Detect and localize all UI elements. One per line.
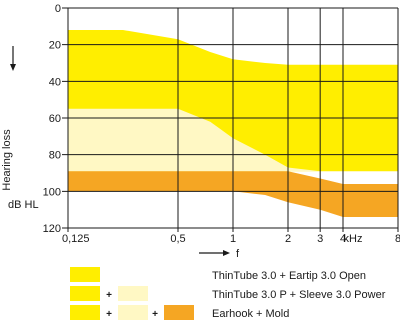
legend-label-1: ThinTube 3.0 + Eartip 3.0 Open: [212, 270, 366, 282]
y-tick-label-120: 120: [43, 223, 61, 235]
legend-plus-sign: +: [106, 309, 112, 320]
x-tick-label-2: 1: [230, 233, 236, 245]
y-tick-label-80: 80: [49, 150, 61, 162]
legend-swatch-2-1: [70, 286, 100, 301]
x-axis-unit: kHz: [344, 233, 363, 245]
y-tick-label-60: 60: [49, 113, 61, 125]
x-tick-label-0: 0,125: [62, 233, 90, 245]
legend-plus-sign: +: [106, 290, 112, 301]
y-tick-label-100: 100: [43, 186, 61, 198]
legend-plus-sign: +: [152, 309, 158, 320]
x-axis-title: f: [236, 248, 240, 260]
legend-swatch-1-1: [70, 267, 100, 282]
x-axis-arrow: [199, 250, 230, 256]
y-tick-label-20: 20: [49, 40, 61, 52]
x-tick-label-6: 8: [395, 233, 400, 245]
legend-swatch-3-2: [118, 305, 148, 320]
legend-swatch-2-2: [118, 286, 148, 301]
y-axis-unit: dB HL: [8, 199, 39, 211]
legend: ThinTube 3.0 + Eartip 3.0 Open + ThinTube …: [70, 267, 386, 320]
area-series-3: [68, 171, 398, 217]
x-tick-label-4: 3: [317, 233, 323, 245]
x-tick-label-3: 2: [285, 233, 291, 245]
y-axis-arrow: [10, 46, 16, 71]
legend-swatch-3-1: [70, 305, 100, 320]
legend-label-3: Earhook + Mold: [212, 308, 289, 320]
y-axis-title: Hearing loss: [1, 129, 13, 191]
x-tick-label-1: 0,5: [170, 233, 185, 245]
legend-swatch-3-3: [164, 305, 194, 320]
x-tick-label-5: 4: [340, 233, 346, 245]
y-tick-label-0: 0: [55, 3, 61, 15]
legend-label-2: ThinTube 3.0 P + Sleeve 3.0 Power: [212, 289, 386, 301]
chart-grid: [62, 7, 399, 232]
y-tick-label-40: 40: [49, 76, 61, 88]
